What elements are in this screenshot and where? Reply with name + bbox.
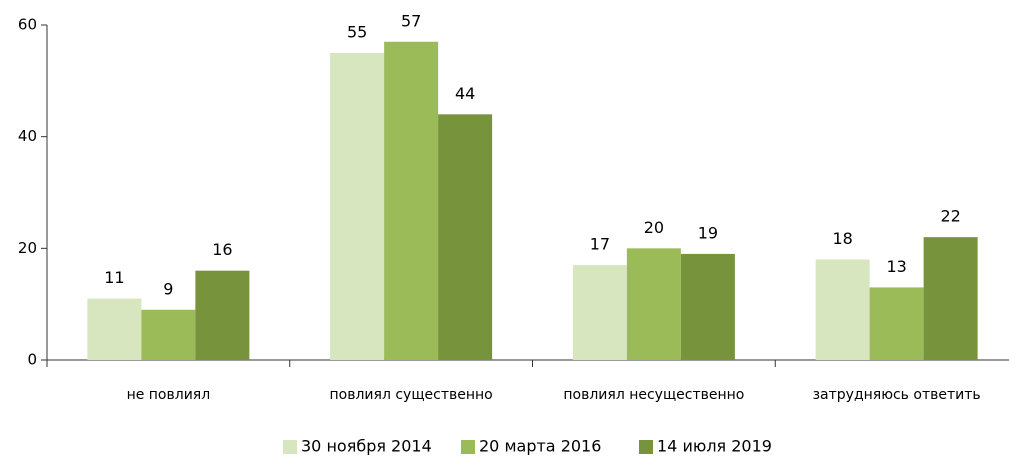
- legend-swatch: [283, 440, 297, 454]
- value-label: 55: [347, 22, 367, 41]
- legend-label: 14 июля 2019: [657, 437, 772, 456]
- bar: [923, 237, 978, 360]
- y-tick-label: 40: [18, 127, 37, 145]
- value-label: 9: [163, 279, 173, 298]
- bar: [572, 265, 627, 360]
- value-label: 19: [698, 223, 718, 242]
- legend-swatch: [461, 440, 475, 454]
- value-label: 44: [455, 84, 475, 103]
- legend-label: 30 ноября 2014: [301, 437, 432, 456]
- y-tick-label: 20: [18, 239, 37, 257]
- x-tick-label: повлиял несущественно: [563, 387, 744, 403]
- value-label: 18: [832, 229, 852, 248]
- value-label: 20: [644, 218, 664, 237]
- bar: [195, 270, 250, 360]
- bar: [626, 248, 681, 360]
- bar: [141, 309, 196, 360]
- y-tick-label: 0: [27, 351, 37, 369]
- bar: [815, 259, 870, 360]
- value-label: 57: [401, 11, 421, 30]
- x-tick-label: не повлиял: [127, 387, 211, 403]
- value-label: 13: [886, 257, 906, 276]
- bar: [680, 253, 735, 360]
- bar: [384, 41, 439, 360]
- legend-label: 20 марта 2016: [479, 437, 601, 456]
- bar: [87, 298, 142, 360]
- value-label: 17: [590, 235, 610, 254]
- x-tick-label: повлиял существенно: [330, 387, 493, 403]
- bar: [438, 114, 493, 360]
- legend-swatch: [639, 440, 653, 454]
- bar: [330, 52, 385, 361]
- y-tick-label: 60: [18, 16, 37, 34]
- bar: [869, 287, 924, 360]
- value-label: 22: [940, 207, 960, 226]
- value-label: 11: [104, 268, 124, 287]
- value-label: 16: [212, 240, 232, 259]
- x-tick-label: затрудняюсь ответить: [813, 387, 981, 403]
